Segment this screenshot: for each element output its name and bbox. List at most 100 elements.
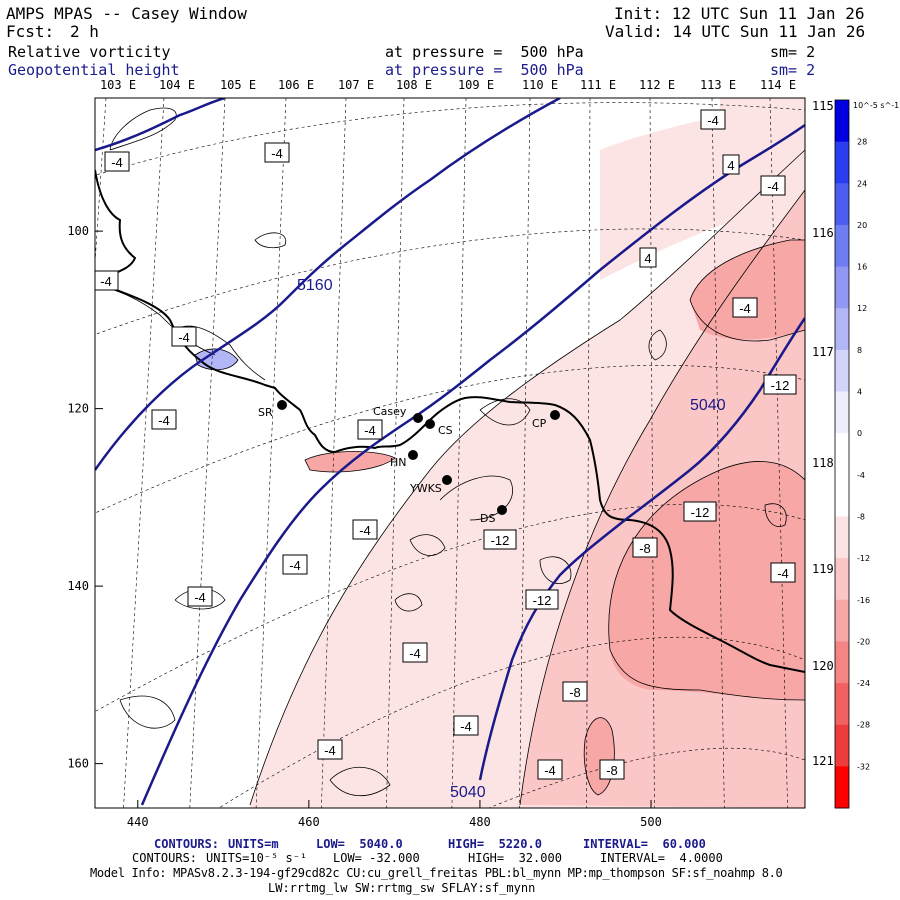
colorbar-swatch [835, 558, 849, 601]
height-contours [95, 98, 805, 806]
vorticity-label: -8 [606, 763, 618, 778]
x-axis: 440 460 480 500 [127, 800, 662, 829]
vorticity-fill-minus12-southeast [608, 461, 805, 700]
longitude-label: 109 E [458, 78, 494, 92]
field1-name: Relative vorticity [8, 43, 171, 61]
colorbar-label: 20 [857, 221, 867, 230]
footer-contours2-low: LOW= -32.000 [333, 851, 420, 865]
vorticity-label-box: -4 [104, 151, 130, 172]
field2-level: at pressure = 500 hPa [385, 61, 584, 79]
graticule-line [649, 98, 655, 808]
colorbar-swatch [835, 641, 849, 684]
vorticity-label: -12 [491, 533, 510, 548]
footer-contours1-interval: INTERVAL= 60.000 [583, 837, 706, 851]
field1-level: at pressure = 500 hPa [385, 43, 584, 61]
graticule-line [321, 98, 347, 808]
vorticity-label: -4 [271, 146, 283, 161]
x-tick-label: 460 [298, 815, 320, 829]
vorticity-label-box: -4 [537, 759, 563, 780]
station-label-cp: CP [532, 417, 547, 430]
graticule-line [123, 98, 165, 808]
vorticity-label-box: -4 [151, 409, 177, 430]
longitude-label: 114 E [760, 78, 796, 92]
footer-contours2-units: UNITS=10⁻⁵ s⁻¹ [206, 851, 308, 865]
vorticity-label: -4 [460, 719, 472, 734]
graticule-line [769, 98, 788, 808]
colorbar-label: 0 [857, 429, 862, 438]
vorticity-label-box: -4 [760, 175, 786, 196]
field2-name: Geopotential height [8, 61, 180, 79]
vorticity-label-box: -8 [599, 759, 625, 780]
colorbar-frame [834, 99, 850, 809]
vorticity-contour-line [174, 325, 266, 381]
vorticity-label: -4 [178, 330, 190, 345]
vorticity-contour-line [194, 348, 239, 371]
y-tick-label: 120 [67, 402, 89, 416]
vorticity-label-box: -4 [700, 109, 726, 130]
graticule-line [95, 98, 107, 267]
station-dot-ywks [442, 475, 452, 485]
colorbar-swatch [835, 683, 849, 726]
vorticity-label: -4 [100, 274, 112, 289]
vorticity-contour-line [519, 189, 805, 806]
vorticity-label-box: -12 [483, 529, 517, 550]
colorbar-swatch [835, 183, 849, 226]
colorbar-swatch [835, 433, 849, 476]
init-time: Init: 12 UTC Sun 11 Jan 26 [614, 4, 865, 23]
footer-contours1-low: LOW= 5040.0 [316, 837, 403, 851]
longitude-label: 106 E [278, 78, 314, 92]
colorbar-label: 12 [857, 304, 867, 313]
vorticity-label: -4 [777, 566, 789, 581]
station-label-casey: Casey [373, 405, 407, 418]
colorbar-swatch [835, 599, 849, 642]
vorticity-label: -4 [194, 590, 206, 605]
vorticity-label: -8 [569, 685, 581, 700]
vorticity-label: -8 [639, 541, 651, 556]
graticule-line [386, 98, 405, 808]
field1-smoothing: sm= 2 [770, 43, 816, 61]
vorticity-contour-line [254, 232, 287, 249]
vorticity-label-box: -12 [683, 501, 717, 522]
vorticity-contour-line [329, 766, 391, 797]
longitude-label: 107 E [338, 78, 374, 92]
vorticity-contour-line [609, 649, 805, 701]
vorticity-label-box: -4 [95, 270, 119, 291]
height-contour-5040 [478, 317, 805, 781]
station-dot-cs [425, 419, 435, 429]
colorbar-swatch [835, 724, 849, 767]
footer-contours1-high: HIGH= 5220.0 [448, 837, 542, 851]
vorticity-label-box: -4 [357, 419, 383, 440]
x-tick-label: 480 [469, 815, 491, 829]
y-axis: 100 120 140 160 [67, 224, 103, 771]
station-dot-casey [413, 413, 423, 423]
station-label-cs: CS [438, 424, 453, 437]
vorticity-label: -4 [544, 763, 556, 778]
vorticity-contour-line [608, 461, 805, 651]
vorticity-label: -4 [707, 113, 719, 128]
vorticity-label: -4 [111, 155, 123, 170]
vorticity-contour-line [648, 329, 667, 361]
longitude-label: 105 E [220, 78, 256, 92]
vorticity-label: -12 [533, 593, 552, 608]
colorbar-title: 10^-5 s^-1 [853, 101, 899, 110]
station-label-hn: HN [390, 456, 407, 469]
height-label: 5040 [690, 397, 726, 414]
longitude-labels-top: 103 E 104 E 105 E 106 E 107 E 108 E 109 E 110 E… [100, 78, 796, 92]
longitude-label: 104 E [159, 78, 195, 92]
graticule-line [519, 98, 531, 808]
vorticity-contour-line [439, 475, 513, 521]
station-dot-ds [497, 505, 507, 515]
colorbar-swatch [835, 474, 849, 517]
colorbar-label: -12 [857, 554, 870, 563]
longitude-label: 113 E [700, 78, 736, 92]
station-dot-sr [277, 400, 287, 410]
graticule-line [95, 102, 805, 176]
colorbar-swatch [835, 141, 849, 184]
longitude-label: 110 E [522, 78, 558, 92]
y-tick-label: 140 [67, 579, 89, 593]
footer-contours1-key: CONTOURS: [154, 837, 220, 851]
vorticity-label-box: -4 [171, 326, 197, 347]
colorbar-swatch [835, 349, 849, 393]
colorbar-swatch [835, 516, 849, 559]
